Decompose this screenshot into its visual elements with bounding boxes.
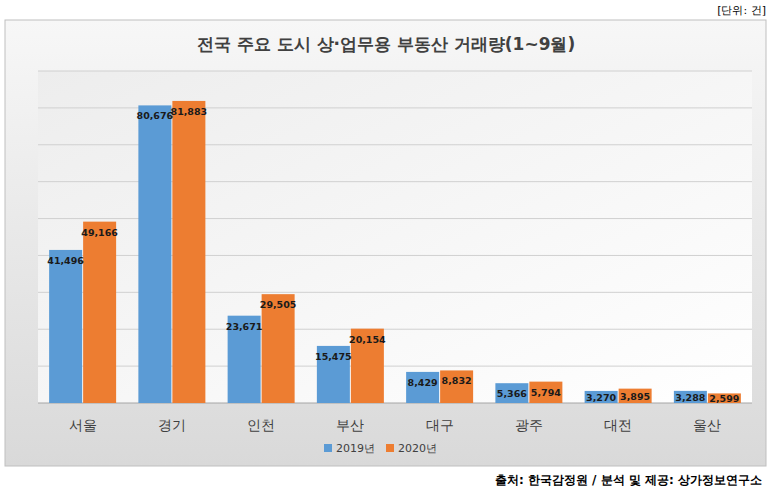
bar xyxy=(674,391,707,403)
legend-swatch xyxy=(324,444,332,452)
x-tick-label: 대구 xyxy=(426,417,454,433)
data-label: 23,671 xyxy=(226,321,263,332)
x-tick-label: 인천 xyxy=(247,417,275,433)
bar xyxy=(262,294,295,403)
x-tick-label: 울산 xyxy=(693,417,721,433)
data-labels: 41,496 49,166 80,67681,883 23,671 29,505 15,4… xyxy=(47,106,739,404)
data-label: 20,154 xyxy=(349,334,386,345)
x-tick-label: 경기 xyxy=(158,417,186,433)
legend: 2019년 2020년 xyxy=(324,442,437,455)
x-tick-label: 부산 xyxy=(336,417,364,433)
x-tick-label: 서울 xyxy=(69,417,97,433)
bar xyxy=(619,389,652,403)
bar xyxy=(495,383,528,403)
chart-svg: 전국 주요 도시 상·업무용 부동산 거래량(1~9월) [단위: 건] 출처: 한… xyxy=(0,0,772,493)
data-label: 5,794 xyxy=(531,387,561,398)
plot-area xyxy=(38,71,752,403)
legend-label: 2020년 xyxy=(398,442,437,455)
bar xyxy=(585,391,618,403)
data-label: 3,270 xyxy=(586,392,616,403)
bar xyxy=(83,222,116,403)
x-tick-label: 대전 xyxy=(604,417,632,433)
chart-background xyxy=(5,20,766,466)
bar xyxy=(49,250,82,403)
legend-label: 2019년 xyxy=(336,442,375,455)
data-label: 49,166 xyxy=(81,227,118,238)
data-label: 81,883 xyxy=(171,106,208,117)
unit-note: [단위: 건] xyxy=(717,4,766,17)
bar xyxy=(172,101,205,403)
data-label: 2,599 xyxy=(709,393,739,404)
chart-title: 전국 주요 도시 상·업무용 부동산 거래량(1~9월) xyxy=(197,34,576,54)
data-label: 8,832 xyxy=(442,375,472,386)
bar xyxy=(529,382,562,403)
data-label: 15,475 xyxy=(315,351,352,362)
data-label: 5,366 xyxy=(497,388,527,399)
chart-root: 전국 주요 도시 상·업무용 부동산 거래량(1~9월) [단위: 건] 출처: 한… xyxy=(0,0,772,493)
data-label: 29,505 xyxy=(260,299,297,310)
x-tick-label: 광주 xyxy=(515,417,543,433)
data-label: 8,429 xyxy=(408,377,438,388)
bars xyxy=(49,101,741,403)
grid-line xyxy=(38,71,752,72)
data-label: 80,676 xyxy=(137,110,174,121)
source-note: 출처: 한국감정원 / 분석 및 제공: 상가정보연구소 xyxy=(495,473,762,487)
bar xyxy=(440,370,473,403)
data-label: 3,895 xyxy=(620,391,650,402)
bar xyxy=(406,372,439,403)
data-label: 41,496 xyxy=(47,255,84,266)
legend-swatch xyxy=(386,444,394,452)
data-label: 3,288 xyxy=(675,392,705,403)
bar xyxy=(138,105,171,403)
